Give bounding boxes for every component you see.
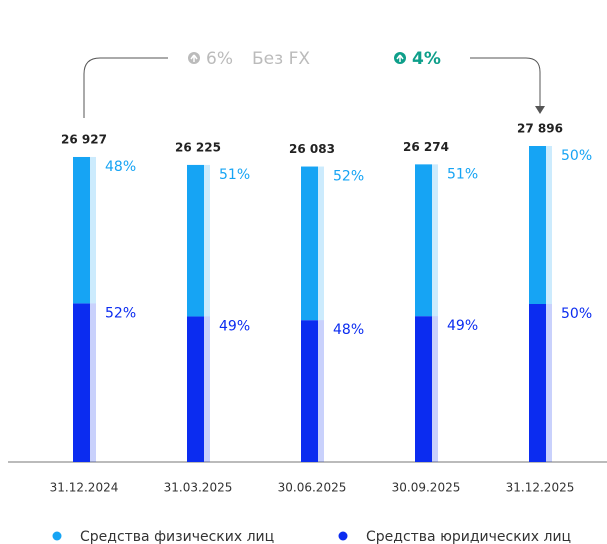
annotation: 4% — [412, 49, 441, 69]
bracket-right — [470, 57, 541, 108]
bar-segment — [415, 164, 432, 317]
bar-shadow — [546, 146, 552, 304]
bar-segment — [529, 146, 546, 304]
bar-segment — [301, 320, 318, 462]
value-label: 49% — [219, 318, 250, 334]
bar-shadow — [432, 164, 438, 317]
legend-label: Средства физических лиц — [80, 529, 274, 544]
bar-shadow — [204, 316, 210, 462]
bar-segment — [187, 316, 204, 462]
bar-shadow — [546, 304, 552, 462]
total-label: 27 896 — [517, 122, 563, 136]
bar-segment — [529, 304, 546, 462]
value-label: 51% — [219, 167, 250, 183]
bar-segment — [187, 164, 204, 317]
x-tick-label: 31.03.2025 — [164, 481, 233, 495]
bar-shadow — [318, 166, 324, 321]
value-label: 50% — [561, 306, 592, 322]
bar-shadow — [318, 320, 324, 462]
total-label: 26 927 — [61, 132, 107, 146]
legend-label: Средства юридических лиц — [366, 529, 571, 544]
value-label: 48% — [333, 322, 364, 338]
bar-segment — [415, 316, 432, 462]
bar-shadow — [432, 316, 438, 462]
legend-marker — [52, 531, 62, 541]
annotation: Без FX — [252, 49, 310, 69]
bar-shadow — [90, 303, 96, 462]
value-label: 50% — [561, 148, 592, 164]
arrow-head — [535, 106, 545, 114]
value-label: 52% — [333, 169, 364, 185]
total-label: 26 083 — [289, 142, 335, 156]
x-tick-label: 31.12.2024 — [50, 481, 119, 495]
value-label: 48% — [105, 159, 136, 175]
total-label: 26 225 — [175, 140, 221, 154]
x-tick-label: 31.12.2025 — [506, 481, 575, 495]
bracket-left — [83, 57, 168, 118]
value-label: 49% — [447, 318, 478, 334]
bar-segment — [73, 303, 90, 462]
up-icon-arrow — [190, 54, 198, 62]
total-label: 26 274 — [403, 140, 449, 154]
annotation: 6% — [206, 49, 233, 69]
bar-segment — [73, 156, 90, 304]
bar-shadow — [90, 156, 96, 304]
legend-marker — [338, 531, 348, 541]
x-tick-label: 30.06.2025 — [278, 481, 347, 495]
value-label: 52% — [105, 305, 136, 321]
value-label: 51% — [447, 166, 478, 182]
up-icon-arrow — [396, 54, 404, 62]
x-tick-label: 30.09.2025 — [392, 481, 461, 495]
bar-segment — [301, 166, 318, 321]
bar-shadow — [204, 164, 210, 317]
